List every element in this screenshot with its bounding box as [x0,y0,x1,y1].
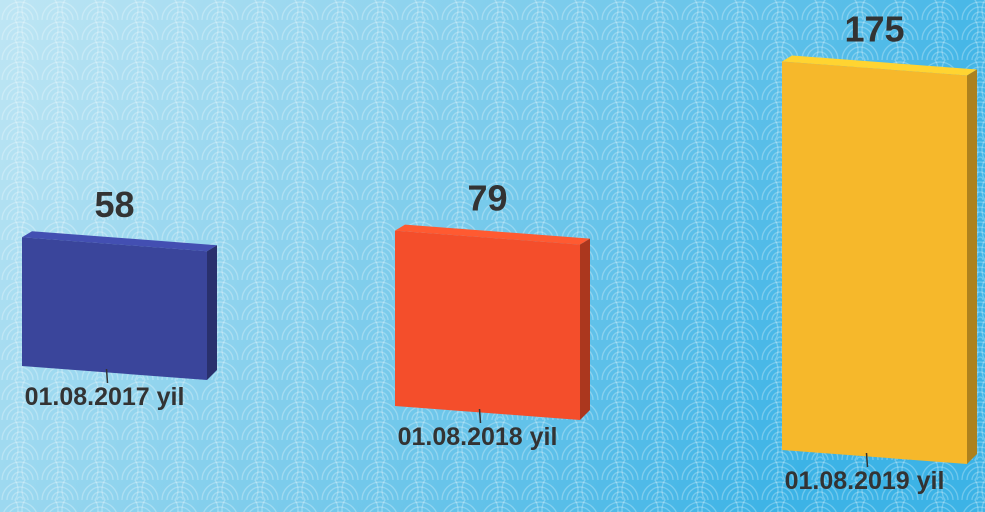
label-connector [865,452,869,468]
bar-side [967,69,977,464]
bar-top [22,231,217,252]
bar-top [782,55,977,76]
category-label: 01.08.2017 yil [25,383,185,411]
bar-top [395,224,590,245]
category-label: 01.08.2018 yil [398,423,558,451]
bar-side [207,245,217,380]
label-connector [105,368,109,384]
label-connector [478,408,482,424]
value-label: 58 [94,184,134,225]
bar-side [580,238,590,420]
bar [22,237,207,380]
bar [782,61,967,464]
value-label: 79 [467,178,507,219]
category-label: 01.08.2019 yil [785,467,945,495]
bar [395,230,580,420]
value-label: 175 [844,9,904,50]
